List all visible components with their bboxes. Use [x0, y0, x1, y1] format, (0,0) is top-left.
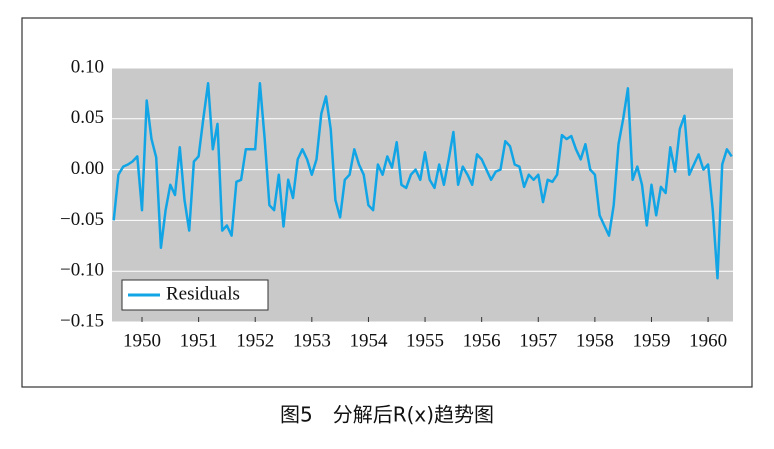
- x-tick-label: 1952: [236, 330, 274, 351]
- x-tick-label: 1953: [293, 330, 331, 351]
- x-tick-label: 1954: [349, 330, 388, 351]
- y-tick-label: 0.05: [71, 107, 104, 128]
- legend-label: Residuals: [166, 283, 240, 304]
- x-tick-label: 1957: [519, 330, 557, 351]
- x-tick-label: 1956: [463, 330, 501, 351]
- y-tick-label: 0.00: [71, 158, 104, 179]
- y-tick-label: −0.10: [60, 260, 104, 281]
- y-tick-label: −0.05: [60, 209, 104, 230]
- caption: 图5 分解后R(x)趋势图: [280, 403, 494, 427]
- x-tick-label: 1955: [406, 330, 444, 351]
- y-tick-label: 0.10: [71, 56, 104, 77]
- x-tick-label: 1950: [123, 330, 161, 351]
- x-tick-label: 1960: [689, 330, 727, 351]
- y-tick-label: −0.15: [60, 310, 104, 331]
- x-tick-label: 1959: [632, 330, 670, 351]
- series-line: [112, 81, 733, 280]
- x-tick-label: 1951: [180, 330, 218, 351]
- x-tick-label: 1958: [576, 330, 614, 351]
